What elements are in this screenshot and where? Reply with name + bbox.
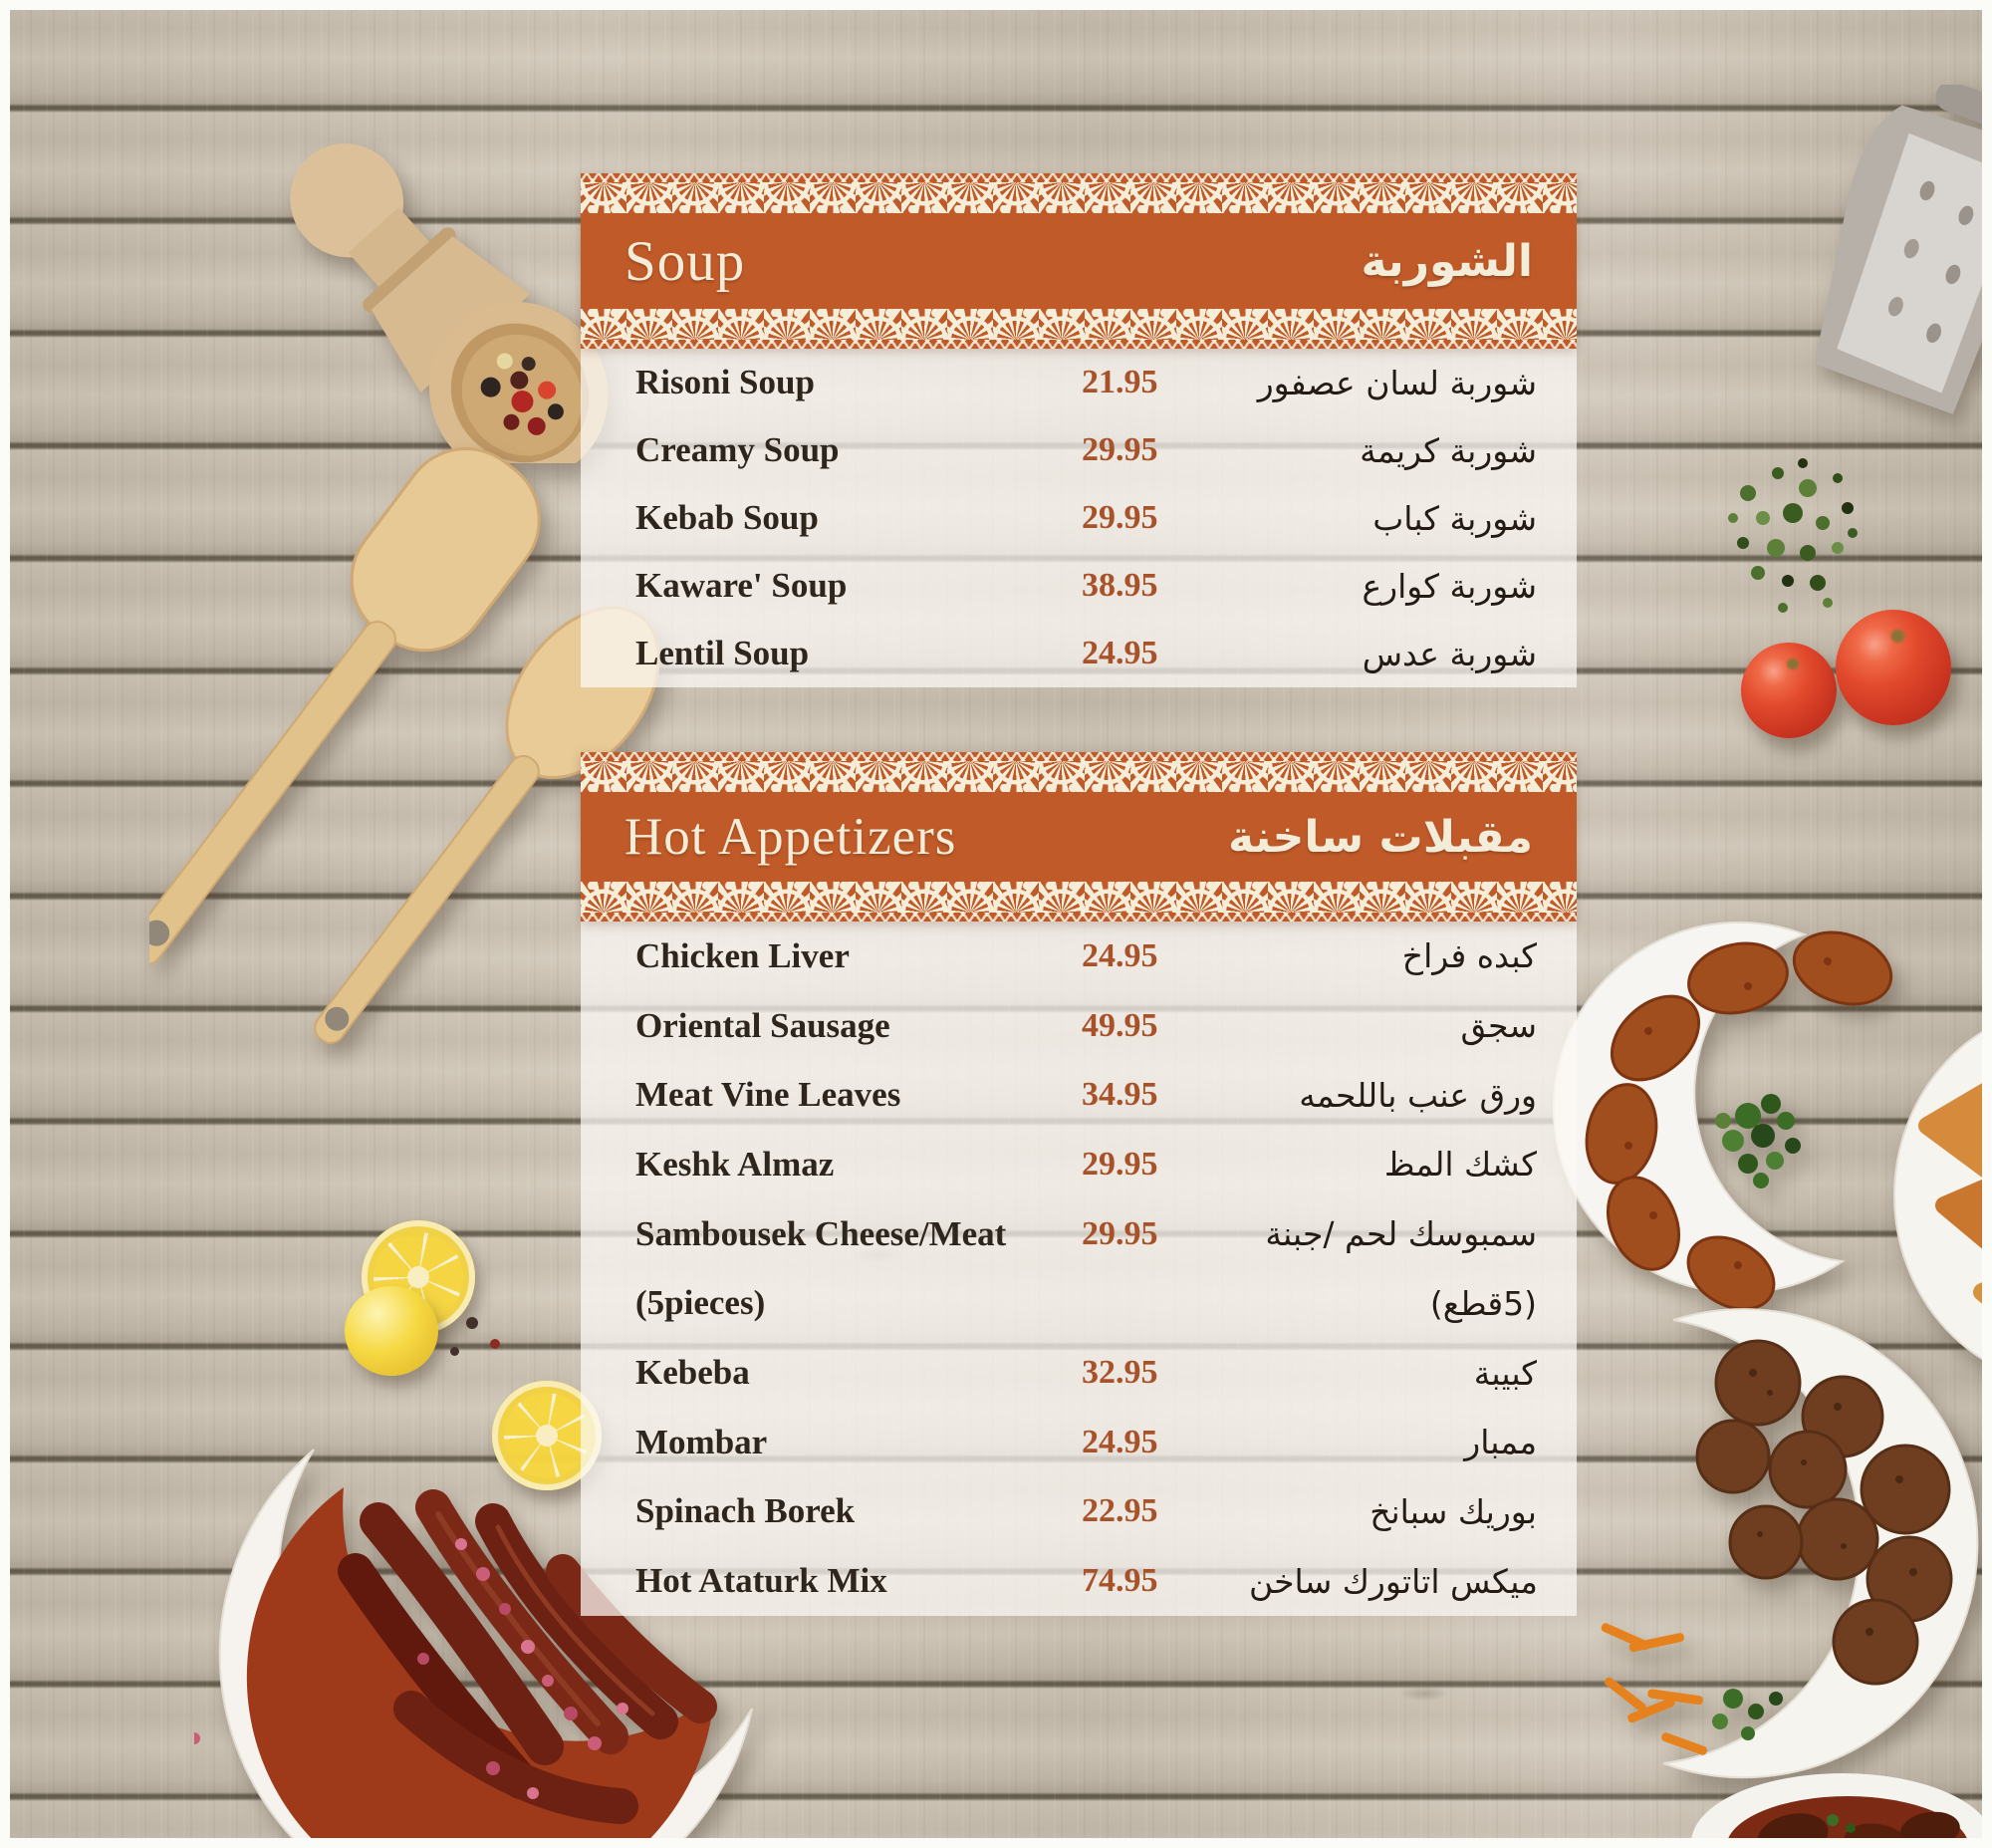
soup-section-header: Soup الشوربة — [581, 173, 1577, 349]
item-name-ar: ميكس اتاتورك ساخن — [1249, 1561, 1538, 1601]
item-name-en: Meat Vine Leaves — [635, 1075, 901, 1115]
menu-item-row: Spinach Borek 22.95 بوريك سبانخ — [581, 1477, 1577, 1547]
peppercorn — [450, 1347, 459, 1356]
hot-appetizers-section-header: Hot Appetizers مقبلات ساخنة — [581, 752, 1577, 922]
menu-item-row: Chicken Liver 24.95 كبده فراخ — [581, 922, 1577, 991]
peppercorn — [466, 1317, 478, 1329]
corner-stew-dish — [1691, 1773, 1992, 1848]
peppercorn — [490, 1339, 500, 1349]
menu-item-row: Hot Ataturk Mix 74.95 ميكس اتاتورك ساخن — [581, 1546, 1577, 1616]
lace-border-top — [581, 752, 1577, 792]
menu-item-row: Oriental Sausage 49.95 سجق — [581, 991, 1577, 1061]
tomato-large — [1836, 610, 1951, 725]
item-name-ar: كشك المظ — [1383, 1145, 1537, 1185]
item-name-ar: شوربة لسان عصفور — [1257, 363, 1537, 402]
item-name-en: Lentil Soup — [635, 634, 810, 672]
item-price: 24.95 — [1082, 635, 1158, 671]
item-price: 22.95 — [1082, 1492, 1158, 1530]
thyme-herbs — [1728, 458, 1858, 613]
menu-item-row: Kebab Soup 29.95 شوربة كباب — [581, 484, 1577, 552]
item-price: 24.95 — [1082, 936, 1158, 974]
item-name-en: Mombar — [635, 1422, 768, 1461]
item-price: 29.95 — [1082, 431, 1158, 468]
menu-item-row: Kebeba 32.95 كبيبة — [581, 1338, 1577, 1408]
item-price: 29.95 — [1082, 1145, 1158, 1183]
lace-border-top — [581, 173, 1577, 213]
menu-item-row: Sambousek Cheese/Meat 29.95 سمبوسك لحم /… — [581, 1199, 1577, 1269]
menu-item-row: Creamy Soup 29.95 شوربة كريمة — [581, 416, 1577, 484]
item-price: 21.95 — [1082, 364, 1158, 400]
meatball-plate — [1601, 1308, 1979, 1779]
page-border — [0, 0, 10, 1848]
menu-item-row: Keshk Almaz 29.95 كشك المظ — [581, 1130, 1577, 1199]
item-name-ar: شوربة كريمة — [1360, 430, 1537, 470]
item-name-en: Oriental Sausage — [635, 1005, 890, 1045]
soup-items-panel: Risoni Soup 21.95 شوربة لسان عصفور Cream… — [581, 349, 1577, 687]
item-name-en: Kebeba — [635, 1353, 750, 1393]
item-name-en: Kebab Soup — [635, 498, 819, 537]
item-name-en: Hot Ataturk Mix — [635, 1561, 887, 1601]
item-name-ar: ممبار — [1464, 1423, 1537, 1462]
wooden-spatulas — [149, 447, 660, 1044]
section-title-en: Soup — [624, 229, 746, 293]
item-name-ar: (5قطع) — [1429, 1283, 1537, 1323]
kibbeh-plate — [1552, 921, 1893, 1311]
item-name-en: Keshk Almaz — [635, 1144, 835, 1184]
item-name-en: (5pieces) — [635, 1283, 766, 1323]
menu-item-row: Kaware' Soup 38.95 شوربة كوارع — [581, 552, 1577, 620]
item-price: 49.95 — [1082, 1006, 1158, 1044]
item-name-en: Chicken Liver — [635, 935, 850, 975]
menu-item-row: Meat Vine Leaves 34.95 ورق عنب باللحمه — [581, 1060, 1577, 1130]
tomato-small — [1741, 643, 1837, 738]
item-price: 32.95 — [1082, 1354, 1158, 1392]
menu-item-row: (5pieces) (5قطع) — [581, 1269, 1577, 1339]
item-name-ar: كبده فراخ — [1401, 936, 1537, 976]
item-price: 38.95 — [1082, 567, 1158, 604]
item-name-ar: سجق — [1460, 1006, 1537, 1046]
item-name-ar: شوربة عدس — [1362, 634, 1537, 673]
item-name-en: Sambousek Cheese/Meat — [635, 1213, 1007, 1253]
item-name-en: Spinach Borek — [635, 1491, 856, 1531]
section-title-ar: الشوربة — [1361, 235, 1534, 287]
item-price: 74.95 — [1082, 1562, 1158, 1600]
hot-appetizers-items-panel: Chicken Liver 24.95 كبده فراخ Oriental S… — [581, 922, 1577, 1616]
item-name-ar: شوربة كوارع — [1362, 566, 1537, 606]
item-name-ar: ورق عنب باللحمه — [1299, 1075, 1537, 1115]
lemon-fruit — [345, 1286, 438, 1376]
item-price: 29.95 — [1082, 499, 1158, 536]
item-price: 24.95 — [1082, 1423, 1158, 1460]
page-border — [0, 0, 1992, 10]
metal-grater — [1814, 85, 1992, 414]
section-title-ar: مقبلات ساخنة — [1228, 811, 1533, 863]
item-name-ar: سمبوسك لحم /جبنة — [1265, 1214, 1537, 1254]
section-title-en: Hot Appetizers — [624, 808, 957, 866]
sausage-dish — [194, 1449, 753, 1848]
wooden-spice-scoop — [290, 143, 609, 463]
item-name-ar: كبيبة — [1473, 1353, 1537, 1393]
lace-border-bottom — [581, 309, 1577, 349]
item-name-en: Creamy Soup — [635, 430, 840, 469]
page-border — [0, 1838, 1992, 1848]
item-price: 29.95 — [1082, 1214, 1158, 1252]
menu-item-row: Lentil Soup 24.95 شوربة عدس — [581, 620, 1577, 687]
page-border — [1982, 0, 1992, 1848]
item-name-en: Kaware' Soup — [635, 566, 848, 605]
menu-item-row: Risoni Soup 21.95 شوربة لسان عصفور — [581, 349, 1577, 416]
item-price: 34.95 — [1082, 1076, 1158, 1114]
menu-item-row: Mombar 24.95 ممبار — [581, 1408, 1577, 1477]
item-name-ar: شوربة كباب — [1372, 498, 1537, 538]
item-name-en: Risoni Soup — [635, 363, 815, 401]
lace-border-bottom — [581, 882, 1577, 922]
item-name-ar: بوريك سبانخ — [1370, 1491, 1537, 1531]
